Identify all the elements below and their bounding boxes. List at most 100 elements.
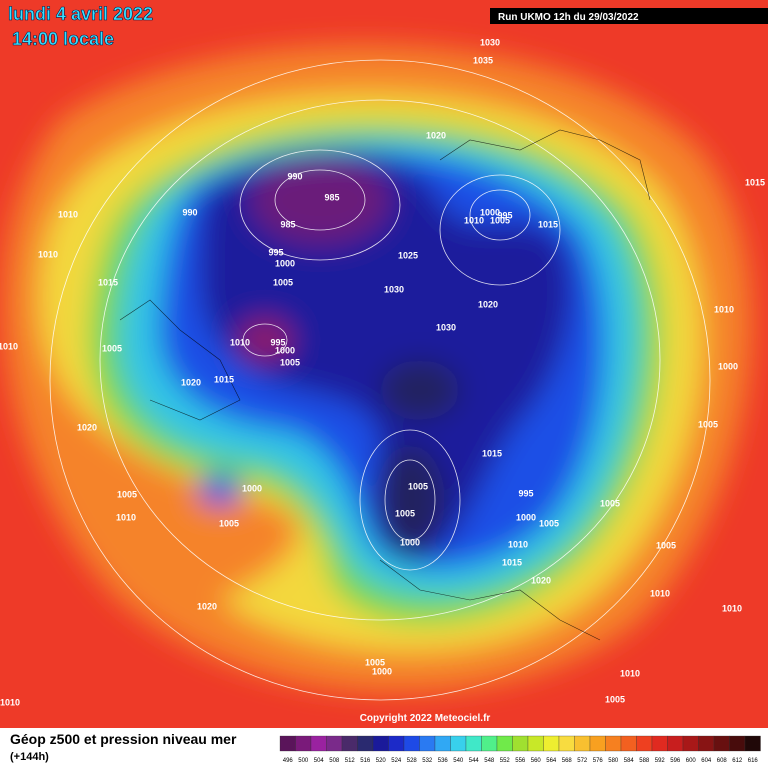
- scale-swatch: [620, 735, 637, 752]
- isobar-label: 1000: [400, 537, 420, 547]
- scale-label: 600: [686, 758, 697, 764]
- isobar-label: 1010: [38, 249, 58, 259]
- isobar-label: 1005: [490, 215, 510, 225]
- isobar-label: 1010: [58, 209, 78, 219]
- scale-swatch: [636, 735, 653, 752]
- isobar-label: 1005: [219, 518, 239, 528]
- scale-label: 596: [670, 758, 681, 764]
- isobar-label: 1020: [181, 377, 201, 387]
- scale-swatch: [605, 735, 622, 752]
- legend-title: Géop z500 et pression niveau mer: [10, 731, 237, 747]
- isobar-label: 995: [518, 488, 533, 498]
- scale-label: 584: [624, 758, 635, 764]
- isobar-label: 1000: [275, 258, 295, 268]
- isobar-label: 1015: [482, 448, 502, 458]
- isobar-label: 990: [287, 171, 302, 181]
- scale-swatch: [310, 735, 327, 752]
- isobar-label: 1010: [508, 539, 528, 549]
- isobar-label: 990: [182, 207, 197, 217]
- scale-label: 612: [732, 758, 743, 764]
- isobar-label: 1010: [620, 668, 640, 678]
- run-box: [490, 8, 768, 24]
- scale-swatch: [744, 735, 761, 752]
- scale-label: 592: [655, 758, 666, 764]
- scale-swatch: [419, 735, 436, 752]
- isobar-label: 1005: [102, 343, 122, 353]
- scale-label: 512: [345, 758, 356, 764]
- isobar-label: 1015: [745, 177, 765, 187]
- isobar-label: 1005: [408, 481, 428, 491]
- scale-label: 616: [748, 758, 759, 764]
- scale-swatch: [450, 735, 467, 752]
- isobar-label: 1000: [242, 483, 262, 493]
- scale-label: 540: [453, 758, 464, 764]
- isobar-label: 985: [324, 192, 339, 202]
- scale-label: 496: [283, 758, 294, 764]
- scale-label: 560: [531, 758, 542, 764]
- scale-label: 556: [515, 758, 526, 764]
- scale-swatch: [729, 735, 746, 752]
- scale-swatch: [527, 735, 544, 752]
- scale-swatch: [667, 735, 684, 752]
- isobar-label: 1010: [722, 603, 742, 613]
- scale-label: 604: [701, 758, 712, 764]
- isobar-label: 1010: [0, 697, 20, 707]
- isobar-label: 1015: [214, 374, 234, 384]
- scale-swatch: [651, 735, 668, 752]
- time: 14:00 locale: [12, 29, 114, 49]
- scale-label: 580: [608, 758, 619, 764]
- isobar-label: 1030: [436, 322, 456, 332]
- scale-swatch: [434, 735, 451, 752]
- isobar-label: 1000: [516, 512, 536, 522]
- isobar-label: 1005: [395, 508, 415, 518]
- isobar-label: 1005: [605, 694, 625, 704]
- isobar-label: 1000: [480, 207, 500, 217]
- isobar-label: 1020: [77, 422, 97, 432]
- scale-label: 524: [391, 758, 402, 764]
- scale-label: 588: [639, 758, 650, 764]
- scale-swatch: [558, 735, 575, 752]
- scale-label: 552: [500, 758, 511, 764]
- scale-label: 508: [329, 758, 340, 764]
- scale-swatch: [481, 735, 498, 752]
- isobar-label: 985: [280, 219, 295, 229]
- isobar-label: 1005: [656, 540, 676, 550]
- isobar-label: 1010: [0, 341, 18, 351]
- scale-label: 548: [484, 758, 495, 764]
- scale-label: 504: [314, 758, 325, 764]
- scale-swatch: [403, 735, 420, 752]
- isobar-label: 995: [497, 210, 512, 220]
- isobar-label: 1035: [473, 55, 493, 65]
- scale-label: 536: [438, 758, 449, 764]
- isobar-label: 1015: [98, 277, 118, 287]
- scale-swatch: [713, 735, 730, 752]
- scale-label: 516: [360, 758, 371, 764]
- legend-subtitle: (+144h): [10, 751, 49, 763]
- isobar-label: 1000: [275, 345, 295, 355]
- scale-swatch: [543, 735, 560, 752]
- isobar-label: 1010: [714, 304, 734, 314]
- scale-label: 544: [469, 758, 480, 764]
- scale-swatch: [496, 735, 513, 752]
- scale-label: 520: [376, 758, 387, 764]
- scale-swatch: [589, 735, 606, 752]
- scale-swatch: [682, 735, 699, 752]
- scale-swatch: [357, 735, 374, 752]
- scale-swatch: [279, 735, 296, 752]
- scale-label: 532: [422, 758, 433, 764]
- run: Run UKMO 12h du 29/03/2022: [498, 12, 639, 23]
- isobar-label: 1010: [116, 512, 136, 522]
- isobar-label: 1005: [280, 357, 300, 367]
- isobar-label: 1015: [502, 557, 522, 567]
- isobar-label: 1005: [698, 419, 718, 429]
- isobar-label: 1020: [197, 601, 217, 611]
- isobar-label: 1030: [480, 37, 500, 47]
- scale-swatch: [388, 735, 405, 752]
- isobar-label: 995: [268, 247, 283, 257]
- scale-label: 500: [298, 758, 309, 764]
- scale-swatch: [326, 735, 343, 752]
- date: lundi 4 avril 2022: [8, 4, 153, 24]
- isobar-label: 1000: [372, 666, 392, 676]
